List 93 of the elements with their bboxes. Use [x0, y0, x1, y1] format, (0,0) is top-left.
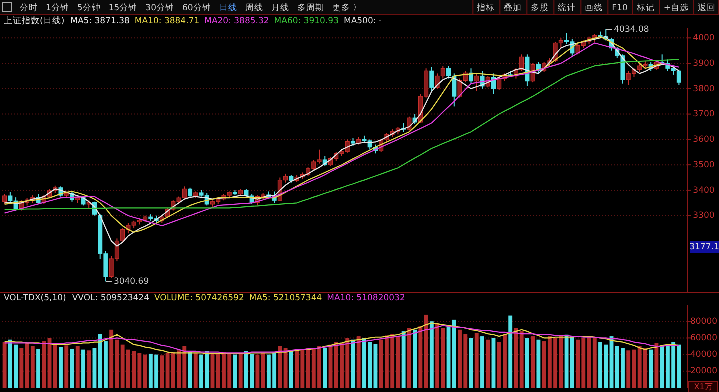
candlestick [2, 194, 8, 205]
text: X1万 [694, 382, 713, 392]
bar [20, 348, 24, 388]
candlestick [430, 66, 434, 92]
bar [323, 348, 328, 388]
bar [413, 330, 418, 388]
y-tick-label: 40000 [690, 350, 718, 360]
bar [480, 336, 484, 388]
bar [53, 344, 58, 388]
text: 叠加 [504, 2, 522, 14]
text: MA10: 510820032 [327, 293, 406, 304]
text: 15分钟 [108, 2, 138, 14]
annotation: 3040.69 [114, 277, 150, 287]
bar [654, 343, 659, 388]
text: +自选 [664, 2, 689, 14]
text: 指标 [476, 2, 496, 14]
bar [2, 342, 7, 388]
y-tick-label: 80000 [690, 316, 718, 327]
bar [452, 320, 456, 388]
bar [424, 314, 428, 388]
bar [82, 350, 86, 388]
bar [256, 354, 260, 388]
bar [402, 332, 406, 388]
bar [508, 316, 513, 388]
bar [626, 350, 631, 388]
bar [525, 338, 530, 388]
bar [59, 347, 63, 388]
chart-title: VOL-TDX(5,10) [4, 293, 66, 304]
text: 周线 [245, 2, 264, 14]
bar [160, 356, 164, 388]
bar [649, 350, 654, 388]
text: F10 [612, 3, 628, 14]
candlestick [474, 73, 480, 92]
y-tick-label: 3500 [693, 160, 715, 170]
y-tick-label: 3700 [693, 110, 715, 120]
annotation: 4034.08 [614, 24, 650, 35]
bar [42, 342, 46, 388]
text: 多周期 [297, 2, 324, 14]
bar [418, 326, 423, 388]
y-tick-label: 60000 [690, 334, 718, 344]
candlestick [188, 187, 193, 199]
text: 分时 [20, 2, 38, 14]
text: MA10: 3884.71 [134, 16, 200, 26]
bar [536, 340, 541, 388]
bar [430, 322, 434, 388]
text: 月线 [271, 2, 290, 14]
bar [87, 350, 92, 388]
text: 画线 [585, 2, 604, 14]
bar [514, 328, 518, 388]
bar [143, 354, 148, 388]
bar [474, 333, 479, 388]
bar [520, 332, 524, 388]
text: 返回 [698, 2, 716, 14]
bar [194, 353, 198, 388]
text: MA5: 3871.38 [70, 16, 130, 26]
text: 5分钟 [77, 2, 101, 14]
bar [76, 346, 80, 388]
text: MA20: 3885.32 [204, 16, 270, 26]
line-series [4, 59, 680, 210]
y-tick-label: 4000 [693, 33, 715, 44]
annotation: 3177.1 [690, 242, 719, 252]
text: 统计 [558, 2, 576, 14]
bar [289, 350, 294, 388]
chart-title: 上证指数(日线) [4, 15, 65, 26]
text: 30分钟 [146, 2, 174, 14]
bar [278, 346, 282, 388]
y-tick-label: 3800 [693, 84, 715, 94]
y-tick-label: 3900 [693, 58, 715, 69]
bar [36, 348, 40, 388]
bar [592, 338, 597, 388]
bar [284, 348, 288, 388]
text: 标记 [636, 2, 655, 14]
y-tick-label: 3600 [693, 135, 715, 146]
text: 多股 [531, 2, 550, 14]
bar [531, 336, 536, 388]
text: VVOL: 509523424 [72, 293, 150, 304]
y-tick-label: 3400 [693, 186, 715, 196]
bar [261, 353, 266, 388]
text: MA60: 3910.93 [274, 16, 339, 26]
y-tick-label: 20000 [690, 366, 718, 377]
text: MA5: 521057344 [249, 293, 322, 304]
bar [407, 328, 412, 388]
text: 日线 [219, 2, 238, 14]
text: MA500: - [344, 16, 382, 26]
text: 更多 〉 [332, 2, 362, 14]
text: 1分钟 [46, 2, 70, 14]
bar [238, 354, 243, 388]
y-tick-label: 3300 [693, 211, 715, 222]
bar [486, 340, 490, 388]
bar [356, 336, 361, 388]
text: 60分钟 [182, 2, 212, 14]
text: VOLUME: 507426592 [154, 293, 244, 304]
bar [64, 346, 69, 388]
